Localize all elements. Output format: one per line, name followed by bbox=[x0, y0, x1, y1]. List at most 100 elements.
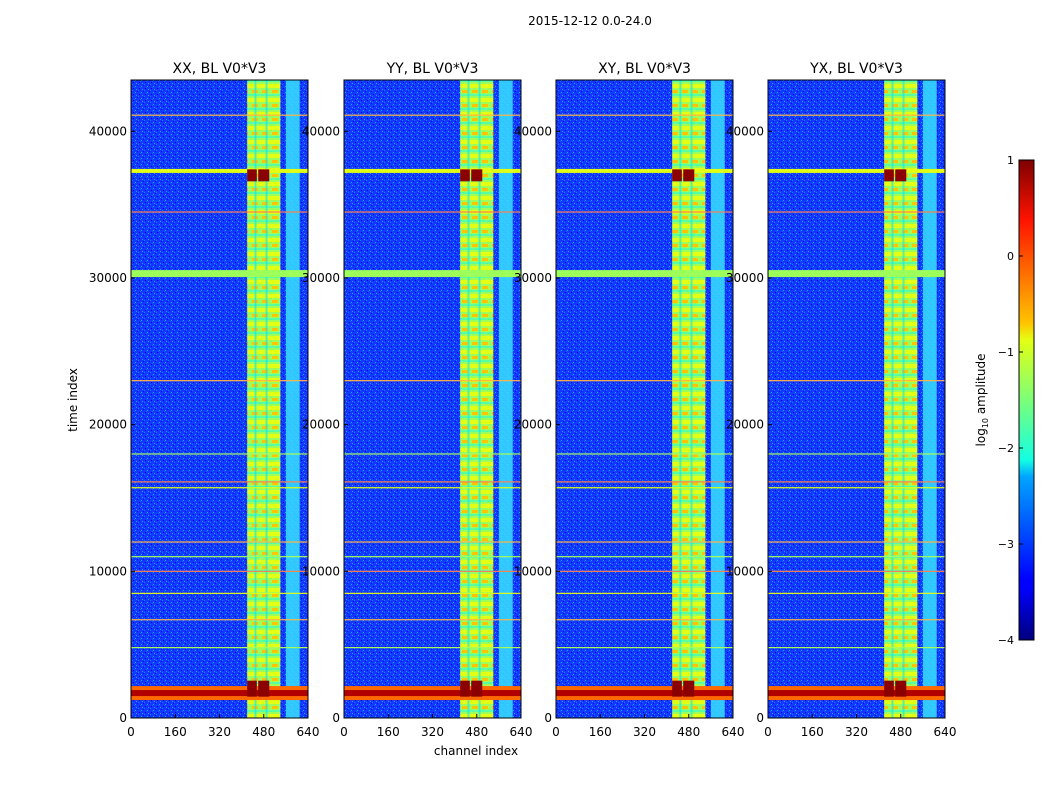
rfi-line bbox=[131, 556, 308, 558]
heatmap-background bbox=[556, 80, 733, 718]
rfi-line bbox=[344, 168, 521, 173]
rfi-line bbox=[344, 556, 521, 558]
rfi-line bbox=[131, 211, 308, 213]
vertical-band bbox=[710, 80, 725, 718]
heatmap-background bbox=[344, 80, 521, 718]
rfi-line bbox=[556, 168, 733, 173]
band-gap bbox=[478, 80, 481, 718]
rfi-line bbox=[344, 570, 521, 572]
y-tick-label: 20000 bbox=[302, 418, 340, 432]
colorbar-tick-label: 0 bbox=[1007, 250, 1014, 263]
panel-4: YX, BL V0*V3 0 160 320 480 640 0 10000 20000 3000… bbox=[726, 61, 957, 739]
panel-title: XX, BL V0*V3 bbox=[173, 61, 267, 77]
vertical-band bbox=[884, 80, 918, 718]
x-axis-label: channel index bbox=[433, 744, 519, 758]
panel-3: XY, BL V0*V3 0 160 320 480 640 0 10000 20000 3000… bbox=[514, 61, 745, 739]
rfi-line bbox=[768, 168, 945, 173]
x-tick-label: 160 bbox=[801, 725, 824, 739]
hot-block bbox=[884, 680, 894, 697]
x-tick-label: 0 bbox=[340, 725, 348, 739]
rfi-line bbox=[556, 647, 733, 649]
x-tick-label: 640 bbox=[510, 725, 533, 739]
rfi-line bbox=[768, 592, 945, 594]
rfi-line bbox=[768, 270, 945, 278]
hot-block bbox=[683, 680, 695, 697]
rfi-line bbox=[344, 453, 521, 455]
rfi-line bbox=[768, 570, 945, 572]
y-tick-label: 0 bbox=[544, 711, 552, 725]
rfi-line bbox=[131, 168, 308, 173]
rfi-line bbox=[131, 270, 308, 278]
rfi-line bbox=[556, 541, 733, 543]
panel-2: YY, BL V0*V3 0 160 320 480 640 0 10000 20000 3000… bbox=[302, 61, 533, 739]
band-gap bbox=[690, 80, 693, 718]
rfi-line bbox=[556, 380, 733, 382]
rfi-line bbox=[556, 114, 733, 116]
rfi-line bbox=[556, 592, 733, 594]
rfi-line bbox=[768, 556, 945, 558]
band-gap bbox=[265, 80, 268, 718]
y-tick-label: 10000 bbox=[514, 564, 552, 578]
x-tick-label: 320 bbox=[845, 725, 868, 739]
y-tick-label: 40000 bbox=[89, 124, 127, 138]
rfi-line bbox=[344, 270, 521, 278]
hot-block bbox=[884, 169, 894, 182]
x-tick-label: 640 bbox=[297, 725, 320, 739]
rfi-core bbox=[768, 690, 945, 697]
hot-block bbox=[471, 169, 483, 182]
band-gap bbox=[467, 80, 470, 718]
hot-block bbox=[460, 680, 470, 697]
panel-title: YX, BL V0*V3 bbox=[809, 61, 903, 77]
x-tick-label: 480 bbox=[465, 725, 488, 739]
vertical-band bbox=[247, 80, 281, 718]
y-axis-label: time index bbox=[66, 368, 80, 432]
rfi-line bbox=[556, 570, 733, 572]
y-tick-label: 0 bbox=[756, 711, 764, 725]
rfi-line bbox=[131, 453, 308, 455]
x-tick-label: 320 bbox=[208, 725, 231, 739]
rfi-line bbox=[556, 619, 733, 621]
rfi-line bbox=[131, 570, 308, 572]
rfi-line bbox=[556, 211, 733, 213]
x-tick-label: 320 bbox=[421, 725, 444, 739]
x-tick-label: 480 bbox=[889, 725, 912, 739]
y-tick-label: 40000 bbox=[726, 124, 764, 138]
vertical-band bbox=[285, 80, 300, 718]
band-gap bbox=[902, 80, 905, 718]
y-tick-label: 40000 bbox=[302, 124, 340, 138]
hot-block bbox=[247, 169, 257, 182]
heatmap-background bbox=[768, 80, 945, 718]
colorbar-tick-label: −4 bbox=[998, 634, 1014, 647]
rfi-line bbox=[344, 647, 521, 649]
figure-title: 2015-12-12 0.0-24.0 bbox=[528, 14, 652, 28]
y-tick-label: 20000 bbox=[89, 418, 127, 432]
rfi-line bbox=[344, 114, 521, 116]
colorbar-tick-label: 1 bbox=[1007, 154, 1014, 167]
rfi-line bbox=[768, 114, 945, 116]
hot-block bbox=[895, 169, 907, 182]
vertical-band bbox=[922, 80, 937, 718]
rfi-line bbox=[768, 481, 945, 483]
rfi-line bbox=[768, 211, 945, 213]
y-tick-label: 40000 bbox=[514, 124, 552, 138]
hot-block bbox=[672, 169, 682, 182]
rfi-line bbox=[344, 592, 521, 594]
panel-title: YY, BL V0*V3 bbox=[386, 61, 479, 77]
heatmap-background bbox=[131, 80, 308, 718]
x-tick-label: 160 bbox=[164, 725, 187, 739]
rfi-line bbox=[768, 453, 945, 455]
x-tick-label: 0 bbox=[127, 725, 135, 739]
hot-block bbox=[895, 680, 907, 697]
y-tick-label: 20000 bbox=[726, 418, 764, 432]
y-tick-label: 30000 bbox=[302, 271, 340, 285]
colorbar: 1 0 −1 −2 −3 −4 bbox=[998, 154, 1035, 647]
rfi-line bbox=[768, 487, 945, 489]
rfi-line bbox=[131, 592, 308, 594]
colorbar-tick-label: −1 bbox=[998, 346, 1014, 359]
x-tick-label: 640 bbox=[722, 725, 745, 739]
rfi-line bbox=[556, 270, 733, 278]
band-gap bbox=[254, 80, 257, 718]
y-tick-label: 10000 bbox=[89, 564, 127, 578]
hot-block bbox=[258, 169, 270, 182]
rfi-line bbox=[131, 487, 308, 489]
